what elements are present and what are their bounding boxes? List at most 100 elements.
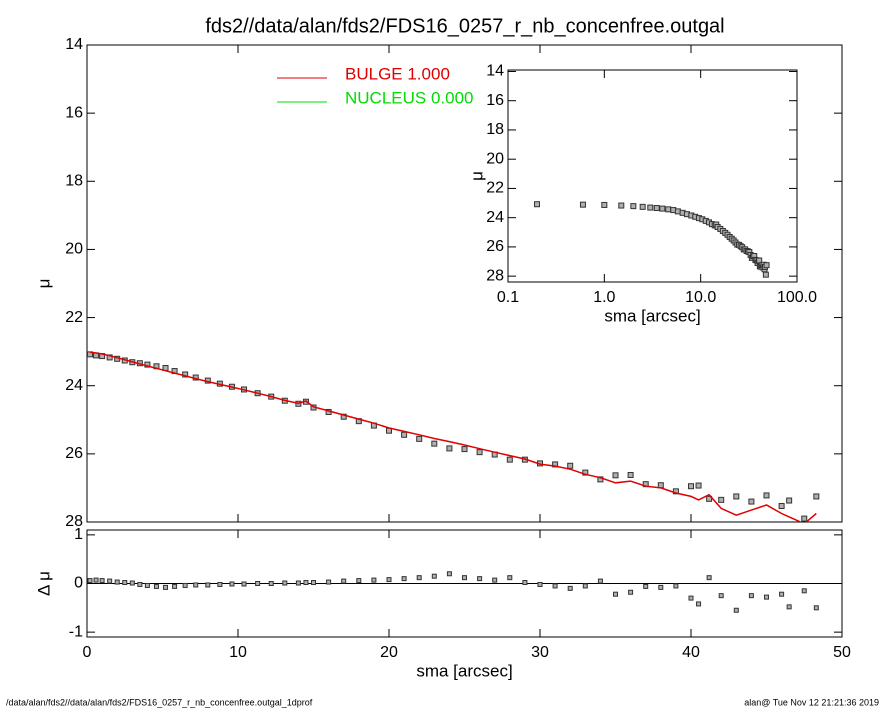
data-point (688, 483, 694, 490)
x-tick-label: 30 (531, 644, 549, 661)
data-point (462, 575, 467, 581)
data-point (643, 583, 649, 589)
y-tick-label: 26 (486, 238, 504, 255)
data-point (601, 201, 608, 208)
data-point (172, 583, 178, 589)
data-point (579, 201, 586, 208)
footer-left: /data/alan/fds2//data/alan/fds2/FDS16_02… (6, 697, 313, 707)
data-point (144, 582, 150, 588)
data-point (779, 591, 785, 597)
x-tick-label: 0.1 (497, 289, 519, 306)
y-tick-label: 16 (486, 92, 504, 109)
data-point (627, 471, 634, 478)
data-point (295, 580, 301, 586)
data-point (688, 595, 694, 601)
y-tick-label: 1 (74, 526, 83, 543)
y-tick-label: 26 (65, 445, 83, 462)
x-tick-label: 1.0 (593, 289, 615, 306)
data-point (748, 593, 754, 599)
data-point (282, 580, 288, 586)
data-point (476, 449, 483, 456)
data-point (303, 580, 309, 586)
data-point (446, 571, 452, 577)
data-point (311, 580, 316, 586)
data-point (386, 577, 392, 583)
data-point (597, 578, 603, 584)
y-tick-label: 28 (65, 513, 83, 530)
data-point (241, 581, 247, 587)
legend-label: BULGE 1.000 (345, 64, 450, 83)
data-point (763, 262, 770, 269)
data-point (813, 493, 820, 500)
data-point (653, 205, 660, 212)
data-point (533, 201, 540, 208)
y-tick-label: 20 (486, 150, 504, 167)
data-point (618, 202, 625, 209)
data-point (341, 578, 347, 584)
data-point (522, 580, 528, 586)
plot-area (87, 351, 820, 522)
data-point (582, 469, 589, 476)
x-tick-label: 40 (682, 644, 700, 661)
data-point (733, 493, 740, 500)
data-point (416, 435, 423, 442)
y-tick-label: -1 (69, 623, 83, 640)
data-point (87, 351, 94, 358)
data-point (153, 583, 159, 589)
data-point (696, 601, 702, 607)
data-point (371, 577, 377, 583)
x-tick-label: 50 (833, 644, 851, 661)
data-point (552, 461, 559, 468)
data-point (193, 582, 199, 588)
data-point (630, 203, 637, 210)
data-point (748, 498, 755, 505)
data-point (356, 578, 362, 584)
y-tick-label: 14 (486, 63, 504, 80)
y-tick-label: 0 (74, 575, 83, 592)
data-point (446, 445, 453, 452)
data-point (778, 502, 785, 509)
data-point (537, 581, 543, 587)
y-tick-label: 28 (486, 267, 504, 284)
data-point (786, 604, 792, 610)
data-point (163, 584, 169, 590)
data-point (122, 580, 128, 586)
data-point (567, 585, 573, 591)
data-point (762, 271, 769, 278)
data-point (217, 581, 223, 587)
y-tick-label: 24 (486, 209, 504, 226)
data-point (229, 581, 235, 587)
data-point (477, 576, 483, 582)
model-line (89, 351, 817, 522)
y-axis-label: Δ μ (34, 571, 53, 596)
data-point (801, 588, 807, 594)
data-point (492, 577, 498, 583)
data-point (205, 582, 211, 588)
data-point (87, 578, 93, 584)
chart-title: fds2//data/alan/fds2/FDS16_0257_r_nb_con… (205, 15, 724, 37)
data-point (129, 580, 135, 586)
data-point (658, 584, 664, 590)
plot-frame (86, 44, 843, 523)
data-point (706, 495, 713, 502)
data-point (340, 413, 347, 420)
x-tick-label: 100.0 (777, 289, 817, 306)
data-point (326, 579, 332, 585)
legend-label: NUCLEUS 0.000 (345, 88, 474, 107)
data-point (665, 206, 672, 213)
data-point (718, 593, 724, 599)
data-point (672, 488, 679, 495)
data-point (431, 440, 438, 447)
data-point (674, 208, 681, 215)
data-point (659, 205, 666, 212)
x-tick-label: 20 (380, 644, 398, 661)
data-point (107, 578, 113, 584)
data-point (114, 579, 120, 585)
data-point (733, 607, 739, 613)
data-point (416, 575, 422, 581)
data-point (401, 576, 407, 582)
y-tick-label: 16 (65, 104, 83, 121)
x-tick-label: 10.0 (685, 289, 716, 306)
data-point (695, 482, 702, 489)
